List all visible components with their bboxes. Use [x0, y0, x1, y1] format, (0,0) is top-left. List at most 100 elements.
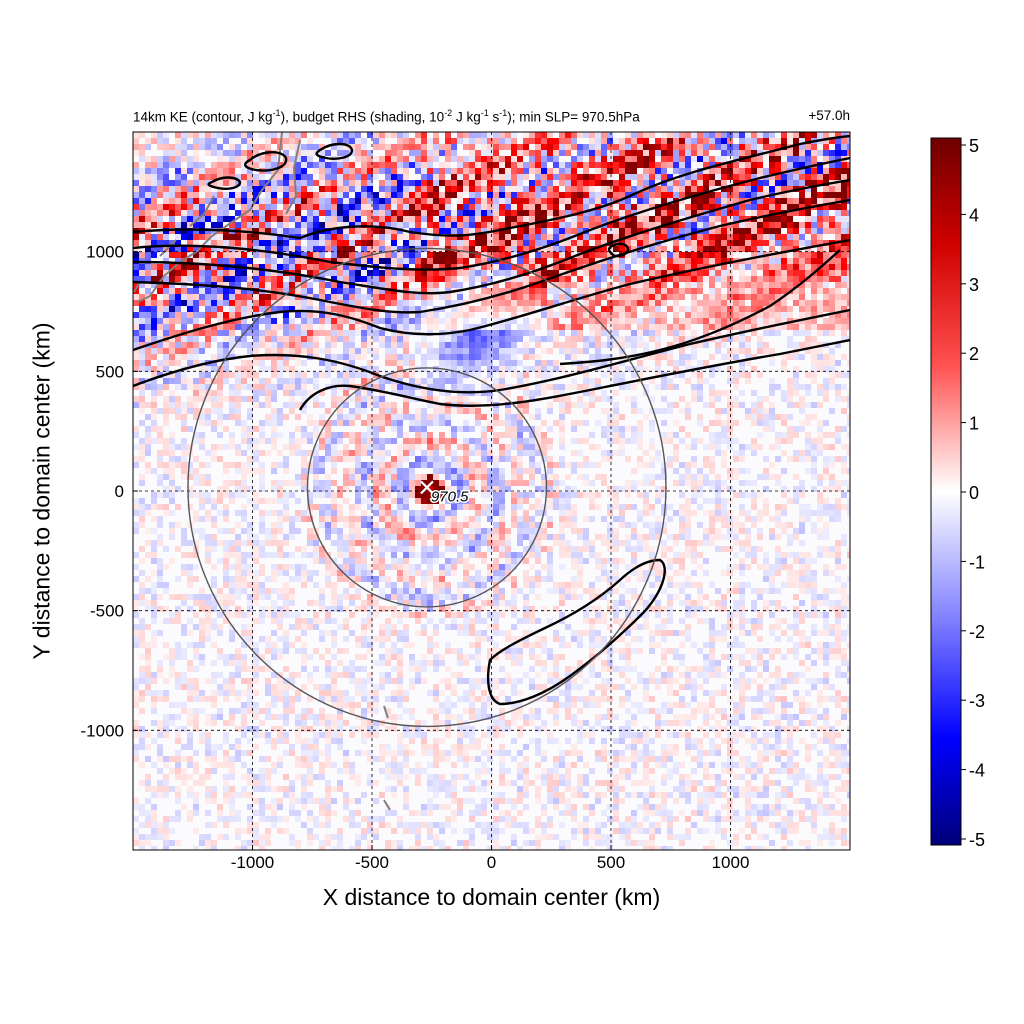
field-cell	[283, 312, 289, 318]
field-cell	[643, 162, 649, 168]
field-cell	[229, 432, 235, 438]
field-cell	[427, 222, 433, 228]
field-cell	[601, 252, 607, 258]
field-cell	[319, 282, 325, 288]
field-cell	[613, 210, 619, 216]
field-cell	[751, 366, 757, 372]
field-cell	[385, 186, 391, 192]
field-cell	[301, 246, 307, 252]
field-cell	[577, 384, 583, 390]
field-cell	[181, 156, 187, 162]
field-cell	[733, 384, 739, 390]
field-cell	[577, 198, 583, 204]
field-cell	[847, 396, 850, 402]
field-cell	[175, 192, 181, 198]
field-cell	[577, 324, 583, 330]
field-cell	[301, 186, 307, 192]
field-cell	[781, 264, 787, 270]
field-cell	[841, 426, 847, 432]
field-cell	[499, 174, 505, 180]
field-cell	[379, 144, 385, 150]
field-cell	[337, 414, 343, 420]
field-cell	[535, 234, 541, 240]
field-cell	[793, 252, 799, 258]
field-cell	[271, 384, 277, 390]
field-cell	[169, 396, 175, 402]
field-cell	[289, 138, 295, 144]
field-cell	[169, 222, 175, 228]
field-cell	[799, 288, 805, 294]
field-cell	[139, 216, 145, 222]
field-cell	[601, 156, 607, 162]
field-cell	[757, 150, 763, 156]
field-cell	[511, 270, 517, 276]
field-cell	[805, 390, 811, 396]
field-cell	[193, 204, 199, 210]
field-cell	[229, 246, 235, 252]
field-cell	[835, 132, 841, 138]
field-cell	[475, 372, 481, 378]
field-cell	[175, 258, 181, 264]
field-cell	[763, 414, 769, 420]
field-cell	[571, 264, 577, 270]
field-cell	[697, 282, 703, 288]
field-cell	[283, 174, 289, 180]
field-cell	[427, 150, 433, 156]
field-cell	[667, 294, 673, 300]
field-cell	[175, 408, 181, 414]
field-cell	[361, 180, 367, 186]
field-cell	[139, 360, 145, 366]
field-cell	[217, 276, 223, 282]
field-cell	[487, 390, 493, 396]
field-cell	[193, 312, 199, 318]
field-cell	[583, 258, 589, 264]
field-cell	[379, 132, 385, 138]
field-cell	[193, 294, 199, 300]
field-cell	[379, 228, 385, 234]
field-cell	[463, 228, 469, 234]
field-cell	[835, 276, 841, 282]
field-cell	[301, 216, 307, 222]
field-cell	[151, 348, 157, 354]
field-cell	[229, 156, 235, 162]
field-cell	[841, 276, 847, 282]
field-cell	[367, 216, 373, 222]
field-cell	[331, 138, 337, 144]
field-cell	[505, 168, 511, 174]
field-cell	[523, 348, 529, 354]
field-cell	[757, 336, 763, 342]
field-cell	[265, 132, 271, 138]
field-cell	[805, 180, 811, 186]
field-cell	[241, 360, 247, 366]
field-cell	[847, 264, 850, 270]
field-cell	[133, 138, 139, 144]
field-cell	[283, 144, 289, 150]
field-cell	[553, 300, 559, 306]
field-cell	[205, 414, 211, 420]
field-cell	[829, 300, 835, 306]
field-cell	[397, 426, 403, 432]
field-cell	[265, 342, 271, 348]
field-cell	[577, 306, 583, 312]
field-cell	[295, 138, 301, 144]
field-cell	[535, 390, 541, 396]
field-cell	[145, 300, 151, 306]
field-cell	[535, 372, 541, 378]
field-cell	[595, 288, 601, 294]
field-cell	[535, 288, 541, 294]
field-cell	[463, 354, 469, 360]
field-cell	[715, 330, 721, 336]
field-cell	[385, 414, 391, 420]
field-cell	[541, 336, 547, 342]
field-cell	[367, 360, 373, 366]
field-cell	[613, 270, 619, 276]
field-cell	[469, 228, 475, 234]
field-cell	[199, 186, 205, 192]
field-cell	[307, 216, 313, 222]
field-cell	[463, 312, 469, 318]
field-cell	[355, 156, 361, 162]
field-cell	[727, 162, 733, 168]
field-cell	[661, 420, 667, 426]
field-cell	[523, 372, 529, 378]
field-cell	[151, 384, 157, 390]
